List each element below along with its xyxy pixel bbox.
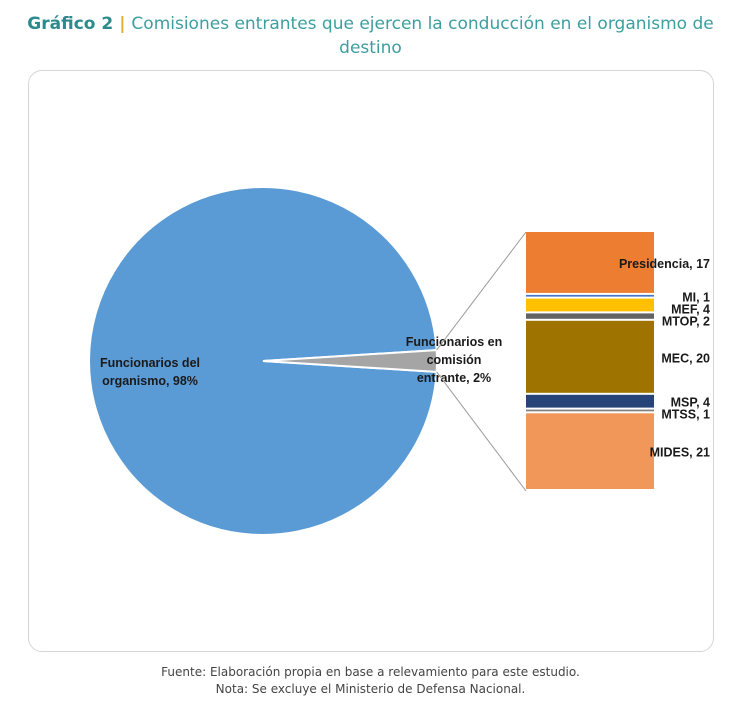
exclusion-note: Nota: Se excluye el Ministerio de Defens… [215, 682, 526, 696]
source-note: Fuente: Elaboración propia en base a rel… [161, 665, 580, 679]
bar-segment-msp [526, 394, 654, 408]
title-separator: | [119, 14, 126, 34]
connector-line-bottom [436, 371, 527, 492]
footer: Fuente: Elaboración propia en base a rel… [0, 664, 741, 698]
bar-label-mtss: MTSS, 1 [661, 408, 710, 422]
bar-segment-mef [526, 298, 654, 312]
bar-segment-mides [526, 413, 654, 489]
bar-segment-mtss [526, 409, 654, 412]
connector-lines [436, 231, 527, 492]
bar-label-mtop: MTOP, 2 [662, 314, 710, 328]
figure-number: Gráfico 2 [27, 14, 114, 34]
chart-header: Gráfico 2 | Comisiones entrantes que ejerc… [0, 12, 741, 60]
bar-label-mef: MEF, 4 [671, 302, 710, 316]
bar-label-mec: MEC, 20 [661, 351, 710, 365]
pie-label-comision-entrante: Funcionarios en comisión entrante, 2% [406, 335, 503, 385]
pie-slice-comision-entrante [262, 349, 439, 373]
pie-chart: Funcionarios del organismo, 98% Funcionari… [88, 186, 503, 536]
bar-segment-mtop [526, 313, 654, 319]
pie-label-funcionarios-organismo: Funcionarios del organismo, 98% [100, 356, 200, 388]
bar-label-mides: MIDES, 21 [650, 446, 710, 460]
bar-label-presidencia: Presidencia, 17 [619, 257, 710, 271]
bar-label-msp: MSP, 4 [671, 396, 710, 410]
connector-line-top [436, 231, 527, 351]
bar-segment-mec [526, 320, 654, 393]
bar-segment-presidencia [526, 232, 654, 293]
figure-title: Comisiones entrantes que ejercen la cond… [131, 14, 714, 58]
bar-segment-mi [526, 294, 654, 297]
bar-label-mi: MI, 1 [682, 290, 710, 304]
pie-slice-funcionarios-organismo [88, 186, 438, 536]
